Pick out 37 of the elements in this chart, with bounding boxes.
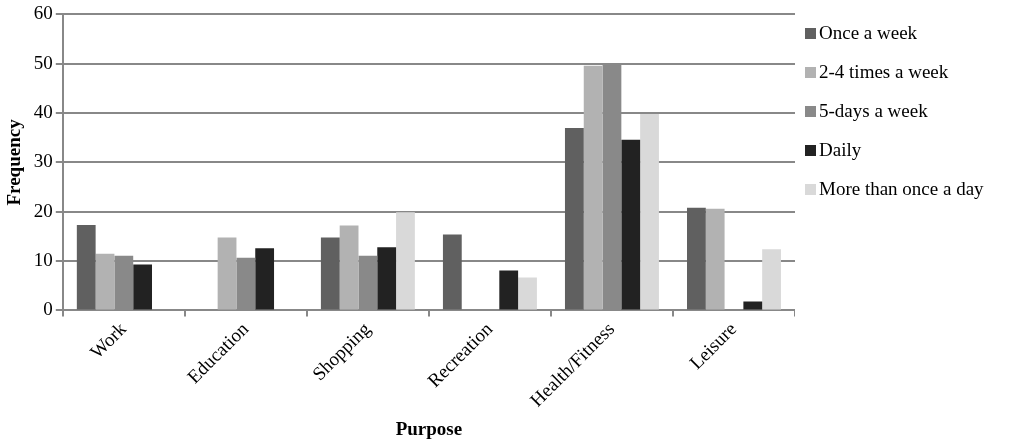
bar (687, 207, 706, 310)
legend-label: Daily (819, 139, 862, 161)
bar (95, 253, 115, 310)
bar (564, 127, 584, 310)
y-tick-label: 30 (33, 150, 53, 172)
y-axis-title: Frequency (3, 118, 25, 206)
bar (621, 139, 641, 310)
y-tick-label: 0 (43, 298, 53, 320)
bar (358, 255, 378, 310)
bar (640, 114, 659, 310)
y-tick-label: 20 (33, 199, 53, 221)
bar (499, 270, 519, 310)
bar (396, 212, 415, 310)
y-tick-label: 50 (33, 51, 53, 73)
y-tick-label: 60 (33, 2, 53, 24)
bar (133, 264, 153, 310)
legend-label: More than once a day (819, 178, 984, 200)
bar (217, 237, 237, 310)
bar (255, 248, 275, 310)
y-tick-label: 40 (33, 101, 53, 123)
bar (339, 225, 359, 310)
bar (442, 234, 462, 310)
bar (583, 65, 603, 310)
bar (320, 237, 340, 310)
bar (518, 277, 537, 310)
bar (236, 257, 256, 310)
x-axis-title: Purpose (395, 417, 463, 439)
x-tick-label: Work (85, 317, 131, 363)
bar (762, 249, 781, 310)
legend-label: 5-days a week (819, 100, 928, 122)
bar (76, 225, 96, 310)
legend-label: 2-4 times a week (819, 61, 949, 83)
legend-label: Once a week (819, 22, 918, 44)
bar (377, 247, 397, 310)
y-tick-label: 10 (33, 249, 53, 271)
bar (743, 301, 763, 310)
bar (705, 208, 725, 310)
